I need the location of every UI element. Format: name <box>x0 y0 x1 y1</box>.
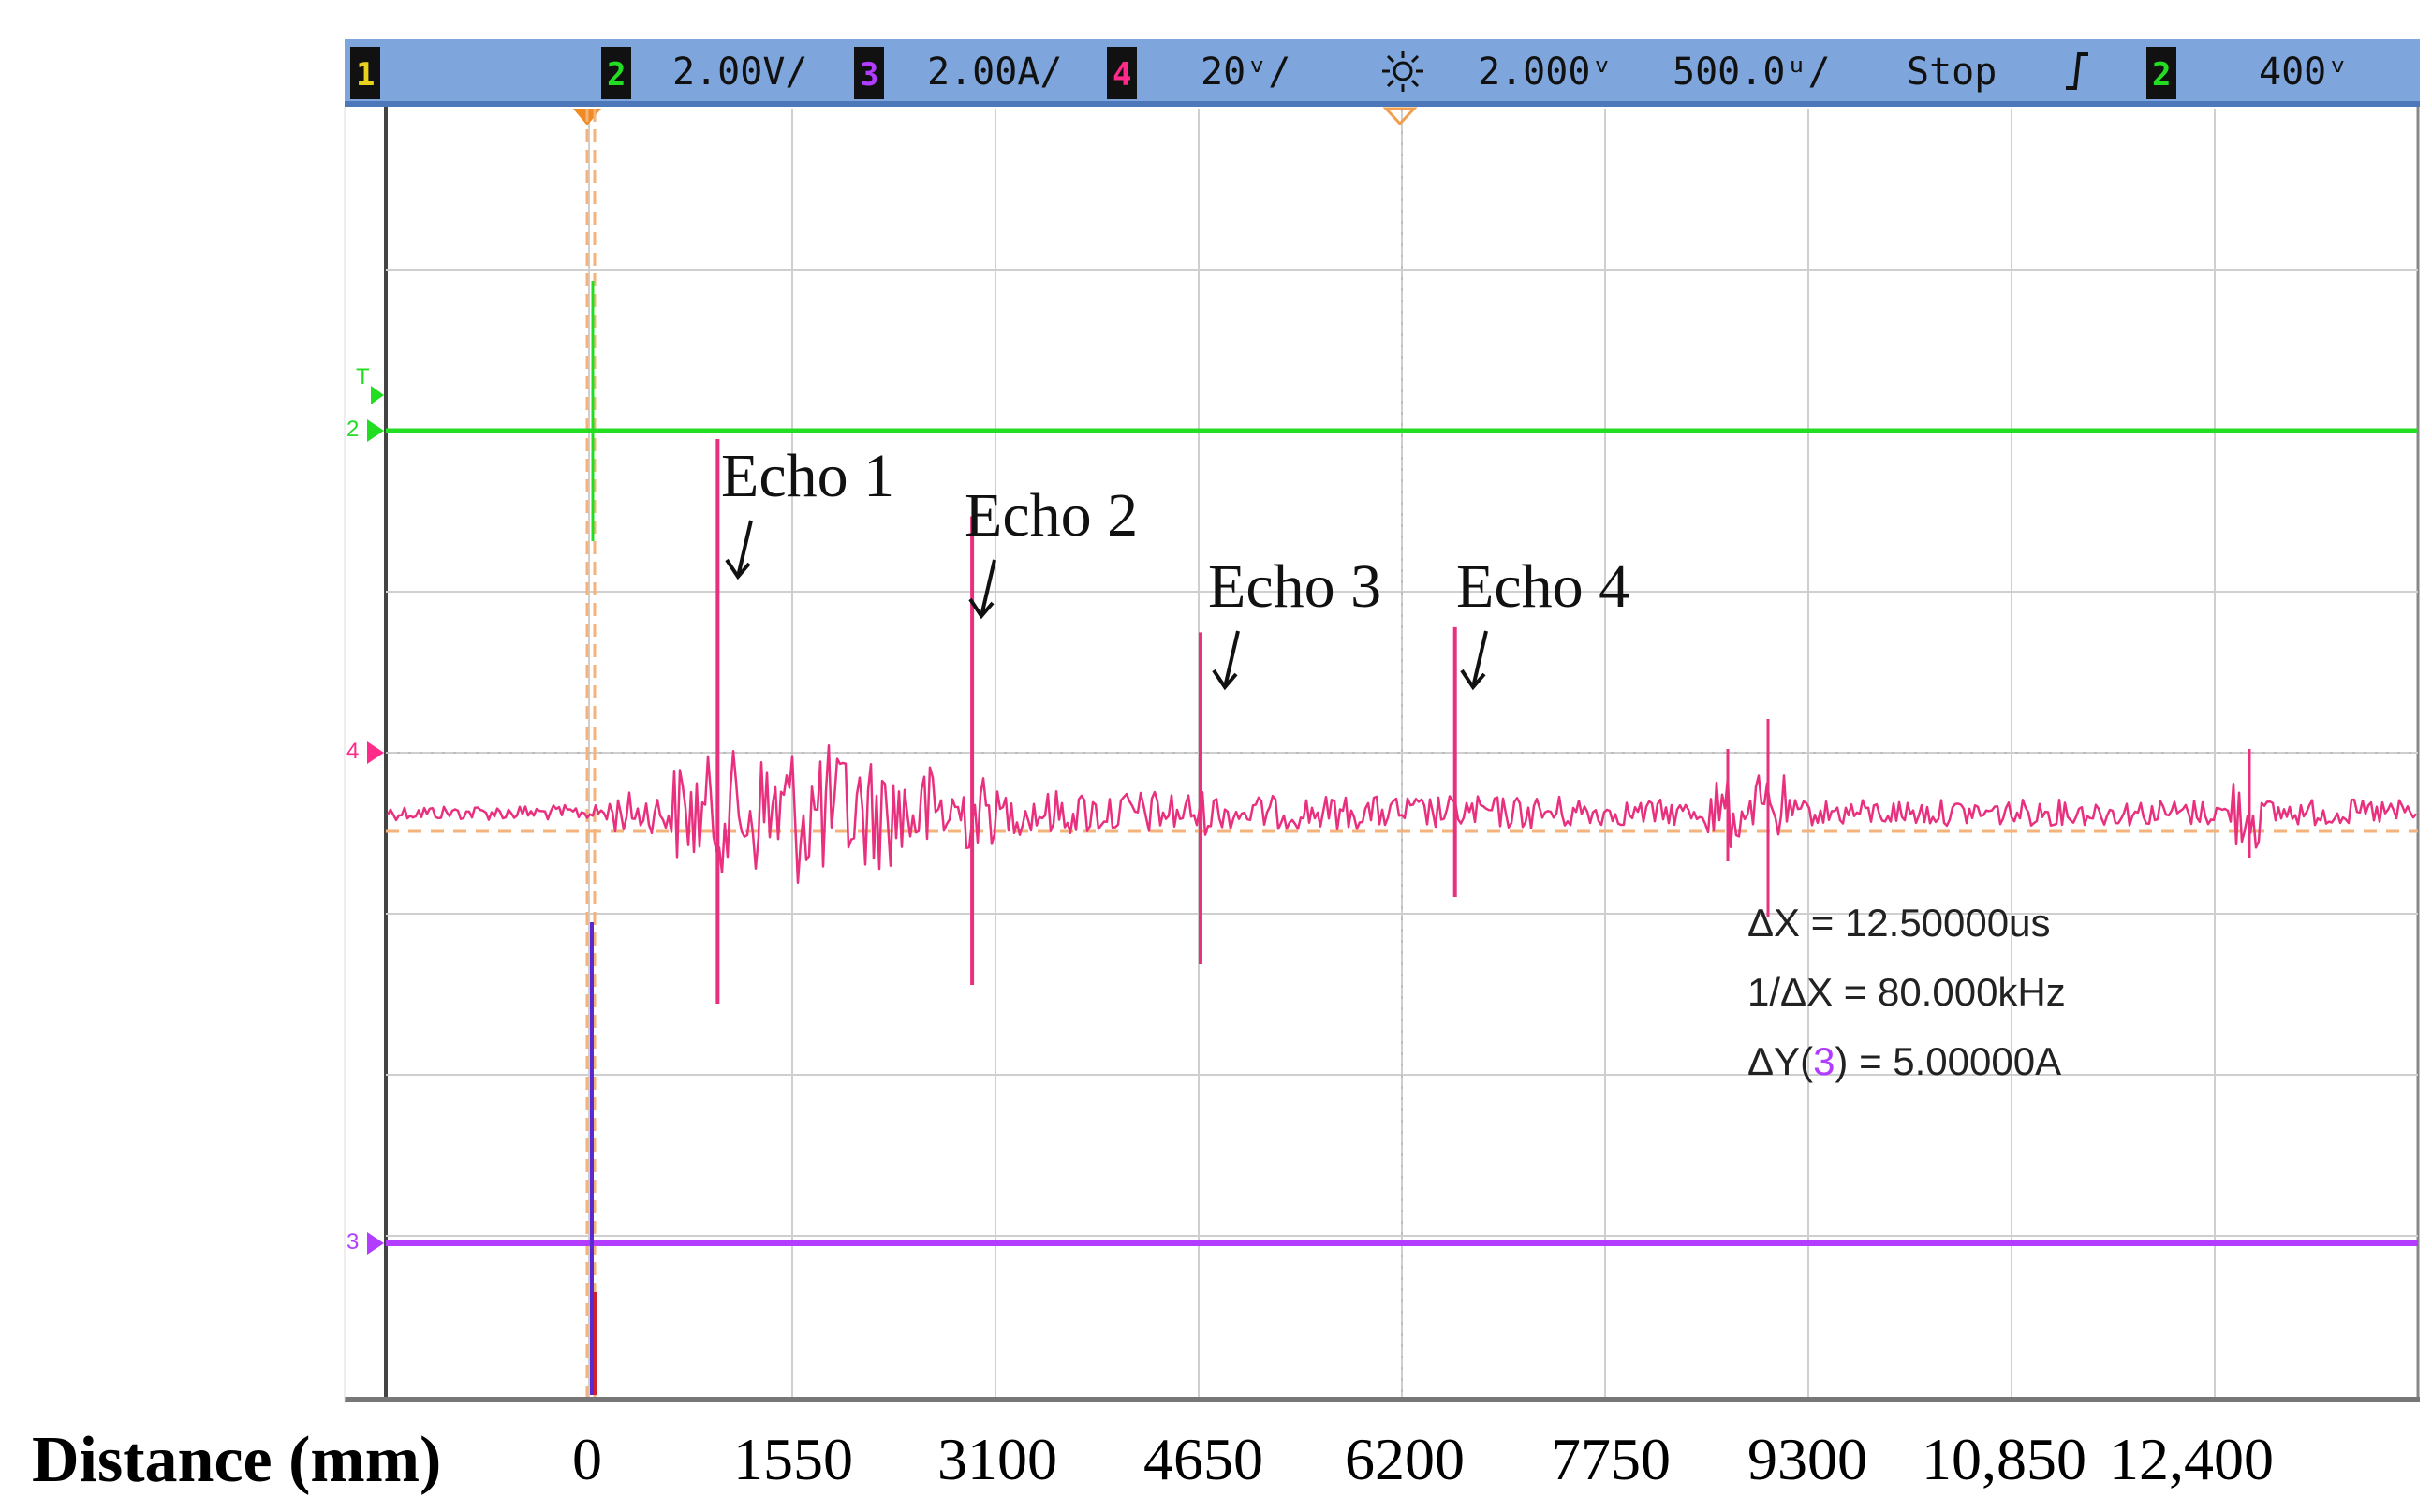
channel-3-marker-label: 3 <box>346 1229 359 1255</box>
brightness-icon[interactable] <box>1382 51 1423 92</box>
channel-1-indicator[interactable]: 1 <box>350 47 380 99</box>
channel-3-ground-marker[interactable]: 3 <box>346 1229 384 1255</box>
status-bar-bottom-line <box>345 101 2420 107</box>
channel-3-scale: 2.00A/ <box>927 51 1063 94</box>
echo-2-label: Echo 2 <box>965 481 1138 550</box>
rising-edge-icon[interactable] <box>2066 52 2088 90</box>
trigger-level-marker[interactable]: T <box>356 364 384 404</box>
measurement-readout: ΔX = 12.50000us 1/ΔX = 80.000kHz ΔY(3) =… <box>1747 901 2066 1083</box>
channel-4-ground-marker[interactable]: 4 <box>346 739 384 764</box>
traces <box>386 109 2418 1397</box>
delta-y-readout: ΔY(3) = 5.00000A <box>1747 1039 2061 1083</box>
distance-tick-label: 3100 <box>937 1426 1057 1492</box>
delta-y-prefix: ΔY( <box>1747 1039 1813 1083</box>
delta-y-channel: 3 <box>1813 1039 1835 1083</box>
channel-2-indicator[interactable]: 2 2.00V/ <box>601 47 808 99</box>
echo-2-arrowhead <box>968 597 995 620</box>
echo-4-arrowhead <box>1460 668 1486 691</box>
distance-tick-label: 12,400 <box>2109 1426 2274 1492</box>
distance-tick-label: 1550 <box>733 1426 853 1492</box>
echo-3-annotation: Echo 3 <box>1208 552 1381 691</box>
channel-3-box <box>854 47 884 99</box>
delay-marker <box>1382 107 1418 126</box>
distance-tick-label: 0 <box>572 1426 602 1492</box>
graticule <box>386 109 2418 1397</box>
markers: T 2 4 3 <box>346 107 1418 1255</box>
echo-1-annotation: Echo 1 <box>721 442 894 580</box>
trigger-channel-box <box>2146 47 2176 99</box>
channel-4-marker-label: 4 <box>346 739 359 764</box>
distance-tick-label: 9300 <box>1747 1426 1867 1492</box>
channel-4-indicator[interactable]: 4 20ᵛ/ <box>1107 47 1290 99</box>
channel-2-marker-label: 2 <box>346 417 359 442</box>
distance-axis: Distance (mm) 0 1550 3100 4650 6200 7750 9300 1… <box>32 1424 2274 1496</box>
status-bar: 1 2 2.00V/ 3 2.00A/ 4 20ᵛ/ 2.000ᵛ <box>345 39 2420 107</box>
trigger-level[interactable]: 400ᵛ <box>2259 51 2349 94</box>
echo-3-arrow <box>1223 630 1240 688</box>
channel-1-box <box>350 47 380 99</box>
echo-4-annotation: Echo 4 <box>1456 552 1629 691</box>
delta-y-suffix: ) = 5.00000A <box>1835 1039 2061 1083</box>
channel-2-scale: 2.00V/ <box>672 51 808 94</box>
echo-2-arrow <box>980 559 996 617</box>
distance-tick-label: 6200 <box>1345 1426 1465 1492</box>
channel-3-number: 3 <box>860 56 878 94</box>
trigger-level-label: T <box>356 364 370 389</box>
channel-4-scale: 20ᵛ/ <box>1201 51 1290 94</box>
channel-1-number: 1 <box>356 56 375 94</box>
distance-tick-label: 10,850 <box>1922 1426 2086 1492</box>
echo-2-annotation: Echo 2 <box>965 481 1138 620</box>
trigger-channel-indicator[interactable]: 2 <box>2146 47 2176 99</box>
distance-tick-label: 4650 <box>1143 1426 1263 1492</box>
channel-4-trace <box>386 743 2417 885</box>
timebase-value[interactable]: 500.0ᵘ/ <box>1673 51 1831 94</box>
echo-1-arrowhead <box>725 558 751 580</box>
channel-2-ground-marker[interactable]: 2 <box>346 417 384 442</box>
delay-value[interactable]: 2.000ᵛ <box>1478 51 1614 94</box>
trigger-channel-number: 2 <box>2152 56 2171 94</box>
screen-bottom-bar <box>345 1397 2420 1402</box>
run-state[interactable]: Stop <box>1907 51 1997 94</box>
delta-x-readout: ΔX = 12.50000us <box>1747 901 2050 945</box>
echo-1-arrow <box>736 520 753 578</box>
echo-3-label: Echo 3 <box>1208 552 1381 621</box>
echo-4-arrow <box>1471 630 1488 688</box>
distance-axis-title: Distance (mm) <box>32 1424 441 1496</box>
echo-3-arrowhead <box>1212 668 1238 691</box>
echo-annotations: Echo 1 Echo 2 Echo 3 Echo 4 <box>721 442 1629 691</box>
channel-4-number: 4 <box>1113 56 1131 94</box>
distance-tick-label: 7750 <box>1551 1426 1671 1492</box>
channel-3-indicator[interactable]: 3 2.00A/ <box>854 47 1063 99</box>
channel-2-number: 2 <box>607 56 626 94</box>
channel-4-box <box>1107 47 1137 99</box>
inverse-delta-x-readout: 1/ΔX = 80.000kHz <box>1747 970 2066 1014</box>
echo-4-label: Echo 4 <box>1456 552 1629 621</box>
echo-1-label: Echo 1 <box>721 442 894 510</box>
channel-2-box <box>601 47 631 99</box>
